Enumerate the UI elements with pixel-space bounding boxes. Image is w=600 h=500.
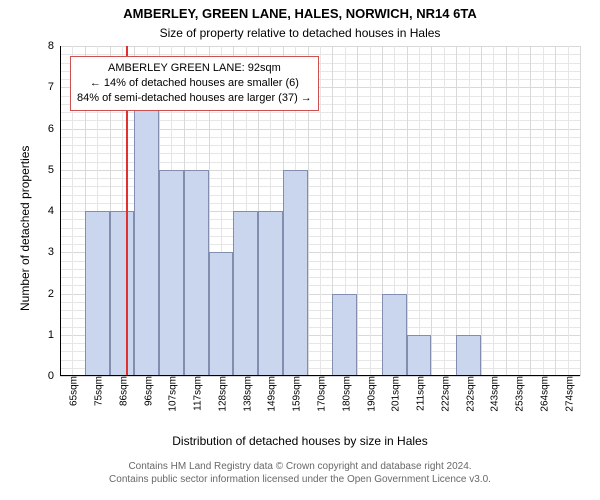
y-tick-label: 5 — [48, 164, 60, 176]
info-box-line: 84% of semi-detached houses are larger (… — [77, 91, 312, 106]
x-tick-label: 128sqm — [213, 376, 228, 412]
x-tick-label: 75sqm — [90, 376, 105, 406]
x-tick-label: 86sqm — [114, 376, 129, 406]
x-tick-label: 107sqm — [164, 376, 179, 412]
histogram-bar — [258, 211, 283, 376]
info-box-line: AMBERLEY GREEN LANE: 92sqm — [77, 61, 312, 76]
x-tick-label: 222sqm — [436, 376, 451, 412]
histogram-bar — [407, 335, 432, 376]
x-tick-label: 243sqm — [486, 376, 501, 412]
x-tick-label: 180sqm — [337, 376, 352, 412]
histogram-bar — [85, 211, 110, 376]
y-tick-label: 1 — [48, 329, 60, 341]
y-tick-label: 6 — [48, 123, 60, 135]
y-tick-label: 3 — [48, 246, 60, 258]
y-tick-label: 8 — [48, 40, 60, 52]
histogram-bar — [382, 294, 407, 377]
histogram-bar — [110, 211, 135, 376]
y-tick-label: 2 — [48, 288, 60, 300]
histogram-bar — [209, 252, 234, 376]
y-tick-label: 4 — [48, 205, 60, 217]
x-tick-label: 211sqm — [412, 376, 427, 411]
x-axis-label: Distribution of detached houses by size … — [0, 434, 600, 448]
x-tick-label: 190sqm — [362, 376, 377, 412]
x-tick-label: 65sqm — [65, 376, 80, 406]
x-tick-label: 201sqm — [387, 376, 402, 412]
footer-line-2: Contains public sector information licen… — [0, 473, 600, 486]
x-tick-label: 253sqm — [511, 376, 526, 412]
property-size-chart: AMBERLEY, GREEN LANE, HALES, NORWICH, NR… — [0, 0, 600, 500]
histogram-bar — [134, 87, 159, 376]
chart-subtitle: Size of property relative to detached ho… — [0, 26, 600, 40]
y-tick-label: 7 — [48, 81, 60, 93]
x-tick-label: 274sqm — [560, 376, 575, 412]
x-tick-label: 138sqm — [238, 376, 253, 412]
footer-line-1: Contains HM Land Registry data © Crown c… — [0, 460, 600, 473]
histogram-bar — [283, 170, 308, 376]
plot-area: 01234567865sqm75sqm86sqm96sqm107sqm117sq… — [60, 46, 580, 376]
histogram-bar — [233, 211, 258, 376]
x-tick-label: 96sqm — [139, 376, 154, 406]
x-tick-label: 149sqm — [263, 376, 278, 412]
y-axis-label: Number of detached properties — [18, 146, 32, 311]
chart-footer: Contains HM Land Registry data © Crown c… — [0, 460, 600, 486]
info-box: AMBERLEY GREEN LANE: 92sqm← 14% of detac… — [70, 56, 319, 111]
x-tick-label: 170sqm — [313, 376, 328, 412]
x-tick-label: 117sqm — [189, 376, 204, 411]
info-box-line: ← 14% of detached houses are smaller (6) — [77, 76, 312, 91]
histogram-bar — [332, 294, 357, 377]
y-tick-label: 0 — [48, 370, 60, 382]
histogram-bar — [184, 170, 209, 376]
x-tick-label: 232sqm — [461, 376, 476, 412]
x-tick-label: 159sqm — [288, 376, 303, 412]
histogram-bar — [456, 335, 481, 376]
chart-title: AMBERLEY, GREEN LANE, HALES, NORWICH, NR… — [0, 6, 600, 21]
x-tick-label: 264sqm — [535, 376, 550, 412]
histogram-bar — [159, 170, 184, 376]
